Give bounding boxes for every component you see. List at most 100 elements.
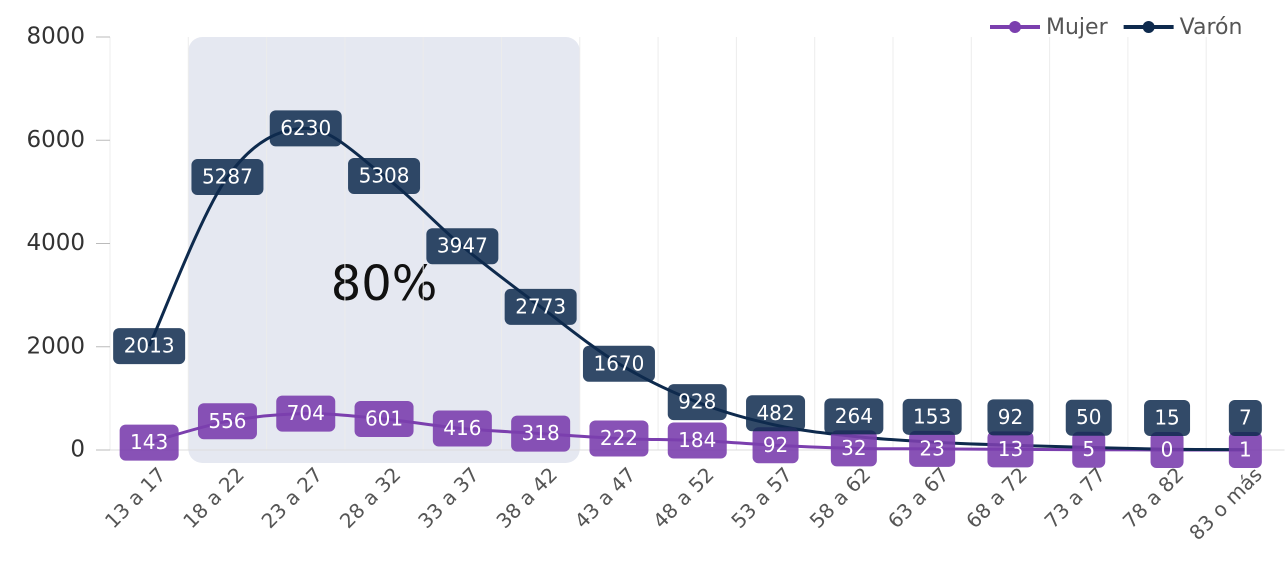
data-label-box bbox=[667, 384, 727, 421]
y-tick-label: 0 bbox=[70, 437, 85, 463]
data-label-text: 13 bbox=[998, 437, 1023, 461]
data-label-box bbox=[987, 431, 1034, 468]
data-label: 6230 bbox=[269, 110, 342, 147]
data-label-box bbox=[909, 430, 956, 467]
data-label-box bbox=[830, 430, 877, 467]
x-tick-label: 23 a 27 bbox=[257, 462, 328, 533]
data-label-box bbox=[1228, 399, 1262, 436]
data-label-box bbox=[113, 328, 186, 365]
data-label-box bbox=[197, 403, 257, 440]
data-label-box bbox=[119, 424, 179, 461]
legend-label: Mujer bbox=[1046, 15, 1109, 40]
data-label-text: 15 bbox=[1154, 406, 1179, 430]
data-label: 556 bbox=[197, 403, 257, 440]
x-tick-label: 73 a 77 bbox=[1040, 462, 1111, 533]
annotation: 80% bbox=[331, 256, 438, 312]
data-label: 416 bbox=[432, 410, 492, 447]
data-label-box bbox=[354, 400, 414, 437]
x-tick-label: 28 a 32 bbox=[335, 462, 406, 533]
data-label-text: 2013 bbox=[124, 334, 175, 358]
y-tick-label: 6000 bbox=[26, 127, 85, 153]
data-label-text: 416 bbox=[443, 416, 481, 440]
data-label-box bbox=[589, 420, 649, 457]
legend-dot bbox=[1142, 21, 1155, 33]
data-label: 1670 bbox=[582, 345, 655, 382]
data-label-box bbox=[276, 395, 336, 432]
data-label-box bbox=[1065, 399, 1112, 436]
highlight-region bbox=[188, 37, 580, 463]
data-label: 264 bbox=[824, 398, 884, 435]
x-tick-label: 38 a 42 bbox=[491, 462, 562, 533]
x-tick-label: 33 a 37 bbox=[413, 462, 484, 533]
data-label: 50 bbox=[1065, 399, 1112, 436]
data-label-box bbox=[511, 415, 571, 452]
data-label-text: 0 bbox=[1161, 438, 1174, 462]
y-tick-label: 8000 bbox=[26, 24, 85, 50]
x-tick-label: 63 a 67 bbox=[883, 462, 954, 533]
data-label: 5287 bbox=[191, 159, 264, 196]
data-label-text: 153 bbox=[913, 404, 951, 428]
data-label-text: 23 bbox=[919, 436, 944, 460]
data-label: 482 bbox=[746, 395, 806, 432]
data-label-text: 928 bbox=[678, 390, 716, 414]
data-label: 928 bbox=[667, 384, 727, 421]
data-label-text: 6230 bbox=[280, 116, 331, 140]
data-label-box bbox=[667, 422, 727, 459]
data-label-box bbox=[432, 410, 492, 447]
data-label: 222 bbox=[589, 420, 649, 457]
data-label-box bbox=[348, 157, 421, 194]
x-tick-label: 68 a 72 bbox=[961, 462, 1032, 533]
data-label-text: 264 bbox=[835, 404, 873, 428]
data-label-text: 318 bbox=[522, 421, 560, 445]
x-tick-label: 18 a 22 bbox=[178, 462, 249, 533]
data-label-text: 5308 bbox=[359, 163, 410, 187]
y-tick-label: 4000 bbox=[26, 230, 85, 256]
data-label: 5 bbox=[1072, 431, 1106, 468]
data-label-box bbox=[1150, 432, 1184, 468]
data-label-box bbox=[269, 110, 342, 147]
x-tick-label: 83 o más bbox=[1184, 462, 1266, 544]
data-label: 318 bbox=[511, 415, 571, 452]
data-label-text: 50 bbox=[1076, 405, 1101, 429]
data-label: 0 bbox=[1150, 432, 1184, 468]
x-tick-label: 48 a 52 bbox=[648, 462, 719, 533]
data-label: 23 bbox=[909, 430, 956, 467]
data-label-text: 5287 bbox=[202, 165, 253, 189]
data-label-box bbox=[504, 288, 577, 325]
x-tick-label: 78 a 82 bbox=[1118, 462, 1189, 533]
data-label-text: 143 bbox=[130, 430, 168, 454]
data-label-box bbox=[191, 159, 264, 196]
data-label-text: 7 bbox=[1239, 405, 1252, 429]
data-label-text: 482 bbox=[756, 401, 794, 425]
data-label: 92 bbox=[987, 399, 1034, 436]
data-label-text: 1670 bbox=[593, 351, 644, 375]
data-label: 601 bbox=[354, 400, 414, 437]
x-tick-label: 53 a 57 bbox=[726, 462, 797, 533]
y-tick-label: 2000 bbox=[26, 333, 85, 359]
data-label: 7 bbox=[1228, 399, 1262, 436]
data-label-box bbox=[1228, 431, 1262, 468]
data-label-text: 32 bbox=[841, 436, 866, 460]
data-label: 32 bbox=[830, 430, 877, 467]
data-label: 2013 bbox=[113, 328, 186, 365]
data-label: 2773 bbox=[504, 288, 577, 325]
data-label: 184 bbox=[667, 422, 727, 459]
data-label-box bbox=[746, 395, 806, 432]
data-label-text: 92 bbox=[763, 433, 788, 457]
data-label-text: 556 bbox=[208, 409, 246, 433]
data-label-box bbox=[902, 398, 962, 435]
data-label: 13 bbox=[987, 431, 1034, 468]
data-label: 15 bbox=[1144, 400, 1191, 436]
data-label-text: 92 bbox=[998, 405, 1023, 429]
data-label-text: 2773 bbox=[515, 294, 566, 318]
data-label-text: 222 bbox=[600, 426, 638, 450]
data-label: 5308 bbox=[348, 157, 421, 194]
x-tick-label: 13 a 17 bbox=[100, 462, 171, 533]
data-label-box bbox=[582, 345, 655, 382]
data-label: 3947 bbox=[426, 228, 499, 265]
legend-dot bbox=[1009, 21, 1021, 33]
data-label-box bbox=[752, 427, 799, 464]
data-label: 704 bbox=[276, 395, 336, 432]
data-label: 1 bbox=[1228, 431, 1262, 468]
